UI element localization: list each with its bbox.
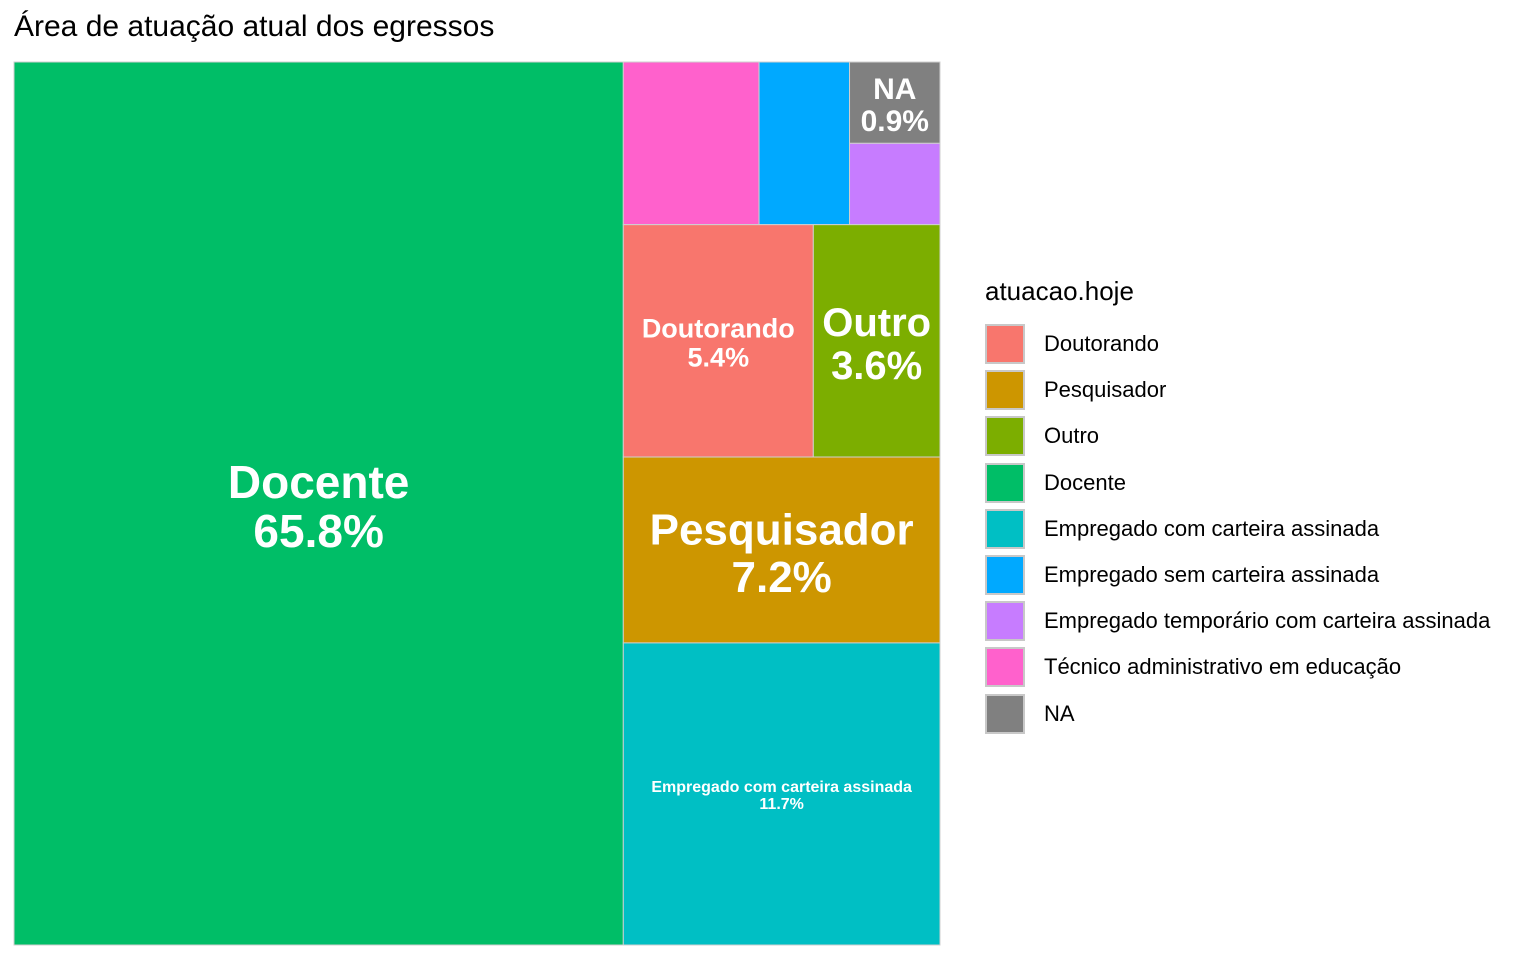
legend-item: Outro xyxy=(985,413,1490,459)
tile-label-docente: Docente xyxy=(228,456,409,508)
chart-title: Área de atuação atual dos egressos xyxy=(14,10,495,43)
legend-key xyxy=(985,693,1025,734)
legend-label: Doutorando xyxy=(1044,331,1159,357)
legend-label: Empregado com carteira assinada xyxy=(1044,515,1380,541)
tile-value-outro: 3.6% xyxy=(831,344,922,388)
tile-value-empregado-com-carteira-assinada: 11.7% xyxy=(759,796,803,813)
legend-items: Doutorando Pesquisador Outro Docente Emprega… xyxy=(985,321,1490,737)
tile-label-pesquisador: Pesquisador xyxy=(650,506,914,555)
tile-doutorando xyxy=(622,224,814,458)
legend: atuacao.hoje Doutorando Pesquisador Outro D… xyxy=(985,276,1490,737)
tile-value-doutorando: 5.4% xyxy=(688,342,750,372)
legend-item: Empregado sem carteira assinada xyxy=(985,552,1490,598)
legend-item: Docente xyxy=(985,460,1490,506)
tile-label-doutorando: Doutorando xyxy=(642,314,795,344)
tile-na xyxy=(849,61,941,144)
legend-label: Pesquisador xyxy=(1044,377,1167,403)
tile-empregado-sem-carteira-assinada xyxy=(758,61,851,226)
tile-tecnico-administrativo-em-educacao xyxy=(622,61,760,226)
legend-key xyxy=(985,601,1025,642)
tile-value-na: 0.9% xyxy=(861,105,929,138)
legend-key xyxy=(985,370,1025,411)
tile-label-outro: Outro xyxy=(822,301,931,345)
tile-docente xyxy=(13,61,624,946)
legend-label: Técnico administrativo em educação xyxy=(1044,654,1402,680)
legend-item: Técnico administrativo em educação xyxy=(985,644,1490,690)
legend-key xyxy=(985,462,1025,503)
legend-label: Outro xyxy=(1044,423,1100,449)
legend-label: NA xyxy=(1044,700,1075,726)
legend-item: Doutorando xyxy=(985,321,1490,367)
legend-item: NA xyxy=(985,691,1490,737)
tile-label-na: NA xyxy=(873,73,916,106)
legend-item: Empregado com carteira assinada xyxy=(985,506,1490,552)
tile-label-empregado-com-carteira-assinada: Empregado com carteira assinada xyxy=(651,779,912,796)
tile-outro xyxy=(812,224,941,458)
tile-value-pesquisador: 7.2% xyxy=(732,553,832,602)
legend-label: Docente xyxy=(1044,469,1126,495)
legend-item: Pesquisador xyxy=(985,367,1490,413)
legend-key xyxy=(985,647,1025,688)
tile-empregado-temporario-com-carteira-assinada xyxy=(849,142,941,226)
legend-key xyxy=(985,508,1025,549)
legend-key xyxy=(985,555,1025,596)
tile-value-docente: 65.8% xyxy=(253,505,383,557)
legend-label: Empregado sem carteira assinada xyxy=(1044,562,1380,588)
legend-key xyxy=(985,416,1025,457)
legend-key xyxy=(985,324,1025,365)
legend-title: atuacao.hoje xyxy=(985,276,1134,306)
legend-label: Empregado temporário com carteira assina… xyxy=(1044,608,1491,634)
tile-empregado-com-carteira-assinada xyxy=(622,642,941,946)
legend-item: Empregado temporário com carteira assina… xyxy=(985,598,1490,644)
